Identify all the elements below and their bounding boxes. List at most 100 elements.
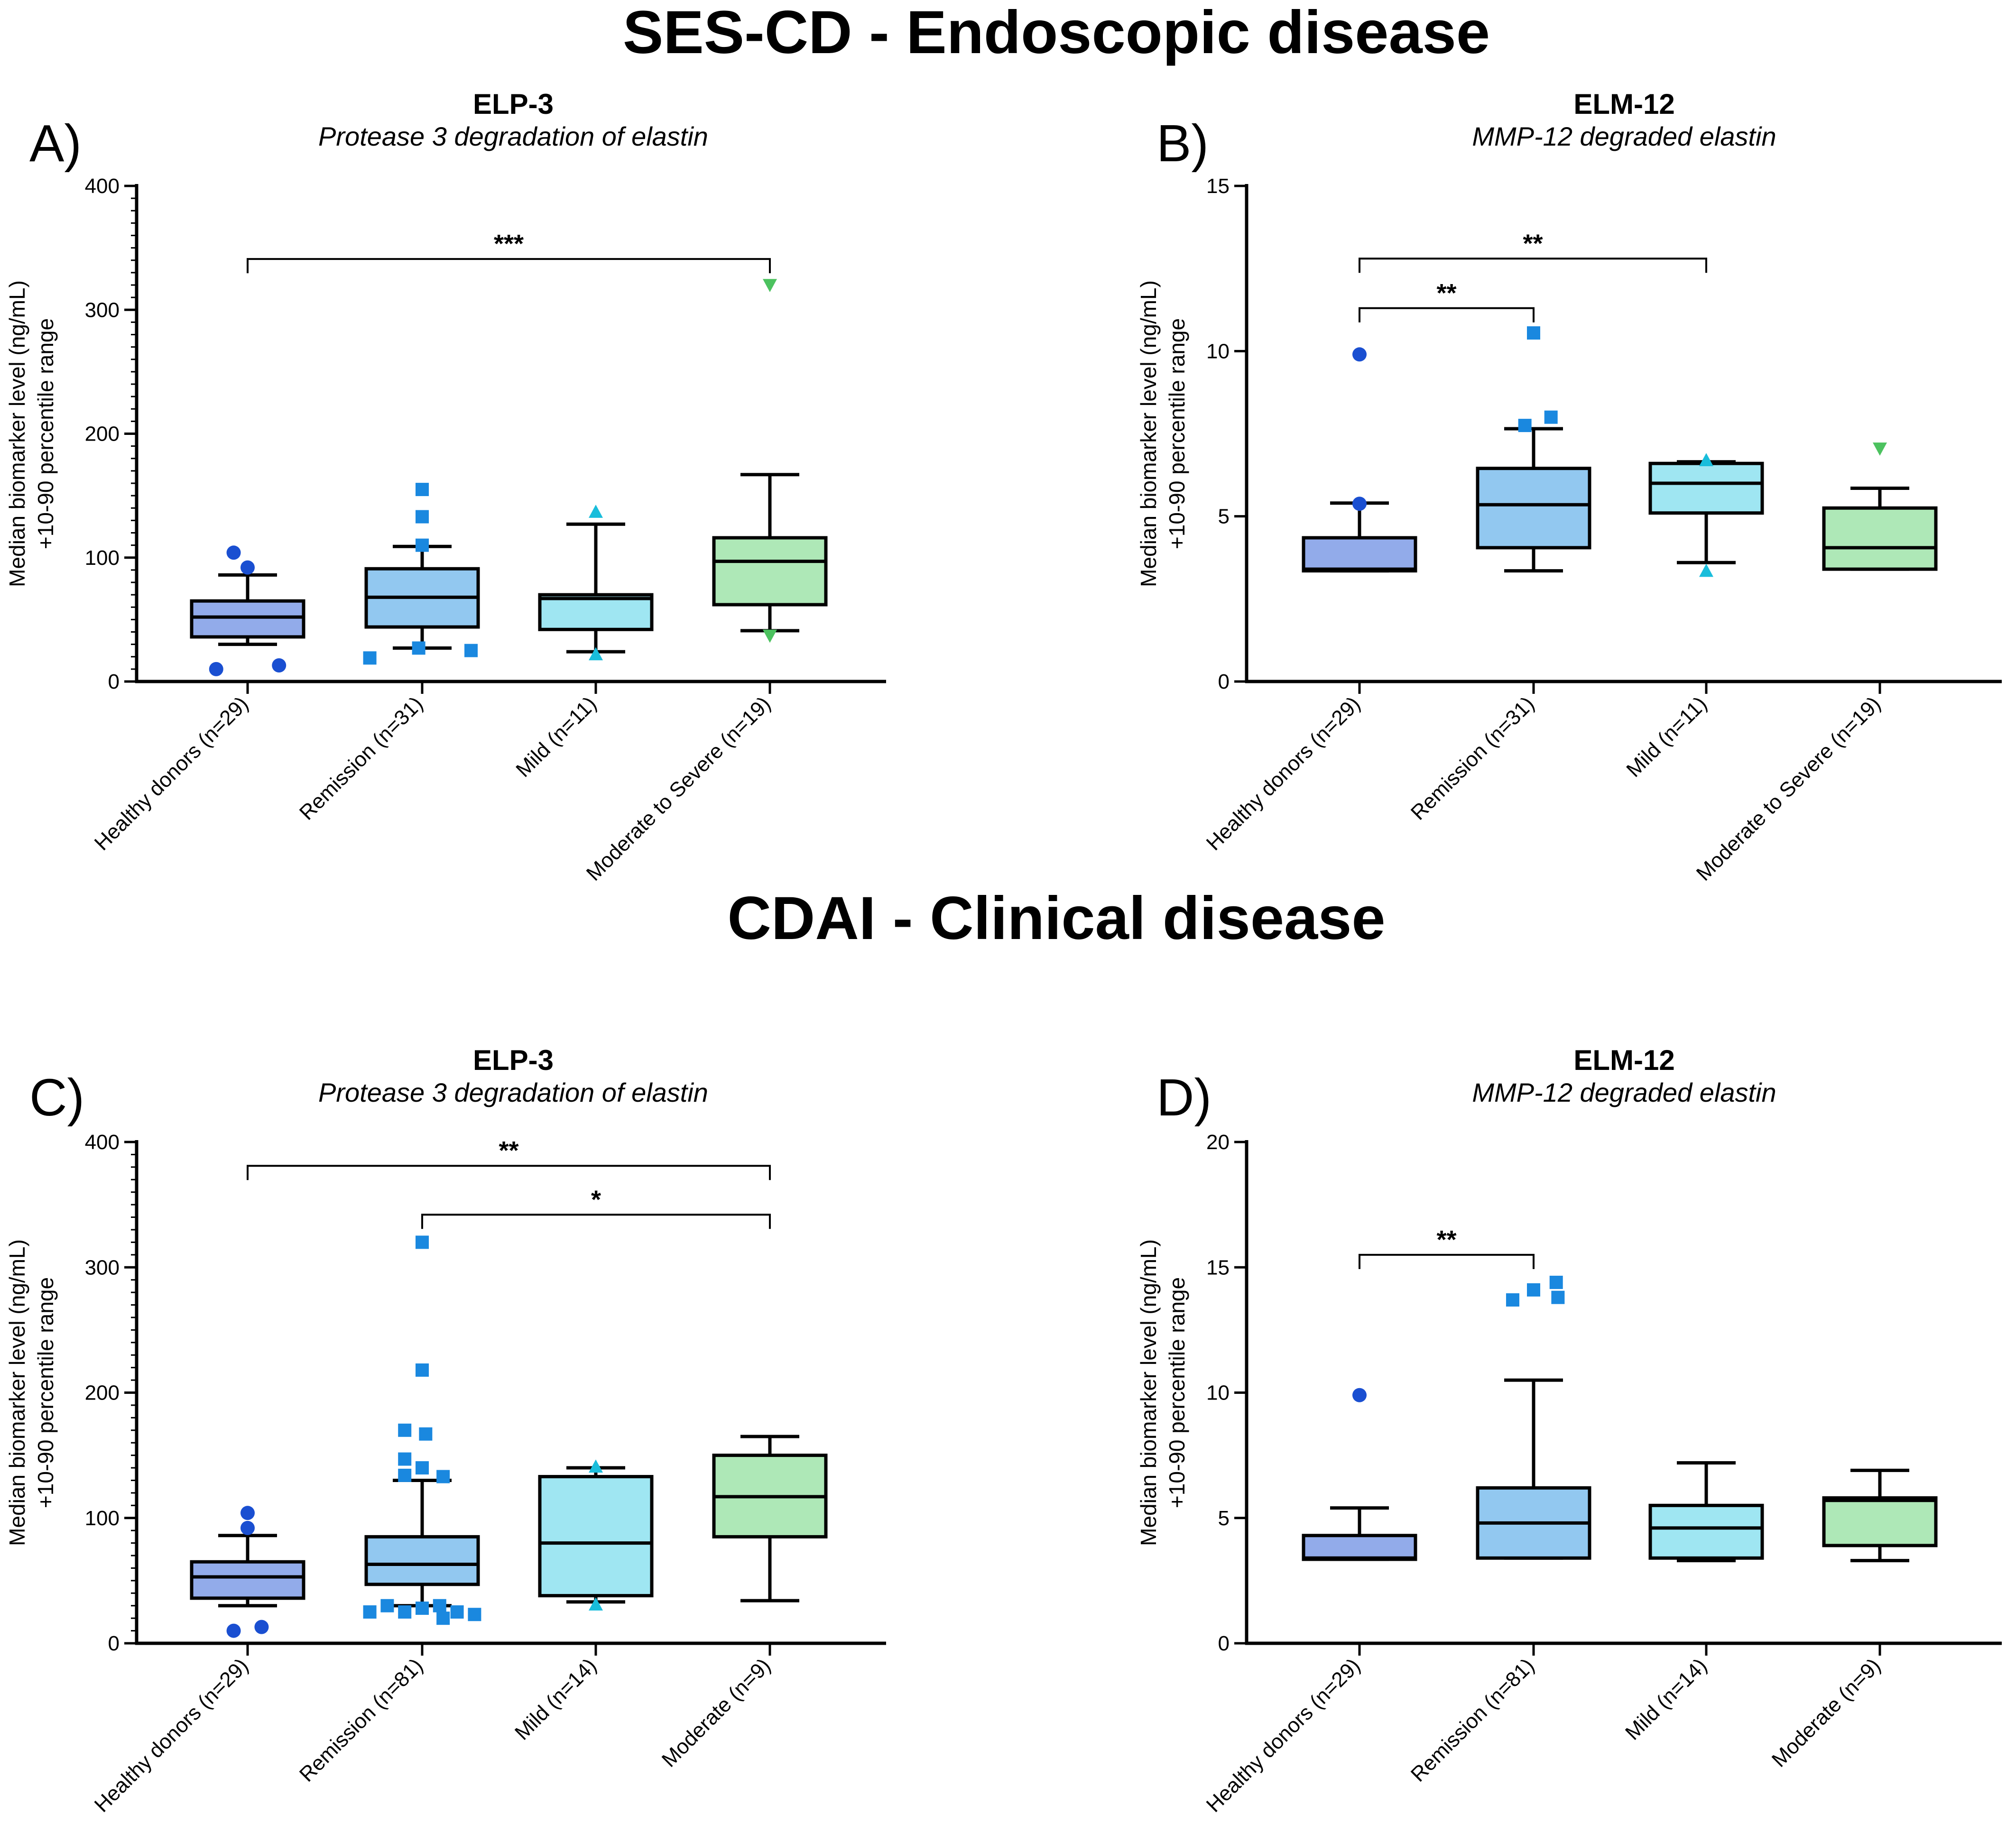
y-tick-label: 100 bbox=[85, 1507, 120, 1530]
outlier-point bbox=[272, 658, 287, 673]
x-category-label: Moderate (n=9) bbox=[1767, 1654, 1885, 1771]
y-axis-label: +10-90 percentile range bbox=[1165, 318, 1189, 549]
y-tick-label: 5 bbox=[1218, 1507, 1230, 1530]
significance-bracket: ** bbox=[247, 1136, 771, 1180]
box-iqr bbox=[190, 1560, 305, 1600]
box-iqr bbox=[364, 1535, 480, 1586]
box-iqr bbox=[1648, 1503, 1764, 1560]
x-category-label: Mild (n=14) bbox=[1621, 1654, 1711, 1744]
x-category-label: Healthy donors (n=29) bbox=[90, 1654, 253, 1816]
y-axis-label: Median biomarker level (ng/mL) bbox=[1136, 280, 1161, 587]
x-category-label: Remission (n=81) bbox=[1406, 1654, 1539, 1786]
box-group-3 bbox=[538, 505, 654, 661]
box-group-3 bbox=[1648, 1461, 1764, 1563]
outlier-point bbox=[363, 651, 377, 665]
box-group-3 bbox=[1648, 453, 1764, 577]
bracket-line bbox=[247, 1165, 771, 1180]
panel-subtitle: Protease 3 degradation of elastin bbox=[318, 121, 708, 151]
outlier-point bbox=[589, 1597, 603, 1611]
box-group-1 bbox=[1302, 347, 1417, 573]
outlier-point bbox=[1527, 326, 1540, 340]
box-iqr bbox=[538, 593, 654, 631]
x-category-label: Remission (n=81) bbox=[295, 1654, 427, 1786]
box-iqr bbox=[1302, 536, 1417, 573]
y-axis-label: Median biomarker level (ng/mL) bbox=[1136, 1239, 1161, 1546]
significance-label: ** bbox=[1436, 1225, 1456, 1254]
outlier-point bbox=[433, 1599, 446, 1612]
y-axis-label: +10-90 percentile range bbox=[1165, 1277, 1189, 1508]
significance-label: * bbox=[591, 1185, 601, 1214]
box-iqr bbox=[1476, 467, 1591, 550]
panel-title: ELP-3 bbox=[473, 88, 554, 120]
panel-letter: B) bbox=[1156, 114, 1209, 173]
outlier-point bbox=[226, 1623, 241, 1638]
y-tick-label: 0 bbox=[108, 670, 120, 693]
y-tick-label: 0 bbox=[108, 1632, 120, 1655]
y-tick-label: 15 bbox=[1206, 1256, 1230, 1279]
box-iqr bbox=[1822, 1496, 1938, 1547]
panel-subtitle: Protease 3 degradation of elastin bbox=[318, 1078, 708, 1107]
panel-title: ELM-12 bbox=[1573, 88, 1674, 120]
outlier-point bbox=[412, 641, 425, 655]
x-category-label: Moderate to Severe (n=19) bbox=[1692, 692, 1885, 885]
x-category-label: Healthy donors (n=29) bbox=[1202, 692, 1365, 855]
outlier-point bbox=[240, 1520, 255, 1535]
significance-bracket: ** bbox=[1359, 279, 1535, 322]
y-tick-label: 0 bbox=[1218, 670, 1230, 693]
panel-letter: D) bbox=[1156, 1068, 1211, 1127]
y-tick-label: 100 bbox=[85, 546, 120, 570]
y-tick-label: 300 bbox=[85, 298, 120, 322]
outlier-point bbox=[380, 1599, 394, 1612]
x-category-label: Mild (n=14) bbox=[510, 1654, 601, 1744]
significance-label: ** bbox=[1436, 279, 1456, 307]
outlier-point bbox=[1873, 442, 1887, 456]
x-category-label: Moderate to Severe (n=19) bbox=[582, 692, 775, 885]
y-axis-label: +10-90 percentile range bbox=[33, 1277, 58, 1508]
y-tick-label: 400 bbox=[85, 1131, 120, 1154]
significance-bracket: *** bbox=[247, 230, 771, 274]
significance-label: ** bbox=[1523, 229, 1543, 258]
outlier-point bbox=[419, 1427, 433, 1441]
outlier-point bbox=[1352, 347, 1367, 362]
outlier-point bbox=[1352, 497, 1367, 511]
outlier-point bbox=[589, 647, 603, 661]
significance-label: ** bbox=[499, 1136, 518, 1165]
outlier-point bbox=[1699, 453, 1713, 466]
outlier-point bbox=[1518, 419, 1532, 433]
x-category-label: Mild (n=11) bbox=[1622, 692, 1711, 782]
outlier-point bbox=[1506, 1293, 1519, 1307]
outlier-point bbox=[416, 1235, 429, 1249]
outlier-point bbox=[416, 510, 429, 524]
box-group-4 bbox=[1822, 442, 1938, 571]
bracket-line bbox=[1359, 307, 1535, 322]
outlier-point bbox=[468, 1608, 481, 1621]
y-tick-label: 0 bbox=[1218, 1632, 1230, 1655]
box-group-4 bbox=[712, 279, 828, 643]
y-axis-label: +10-90 percentile range bbox=[33, 318, 58, 549]
box-iqr bbox=[1302, 1534, 1417, 1561]
bracket-line bbox=[1359, 1253, 1535, 1269]
bracket-line bbox=[1359, 258, 1707, 273]
outlier-point bbox=[1352, 1388, 1367, 1402]
y-tick-label: 200 bbox=[85, 423, 120, 446]
outlier-point bbox=[1551, 1290, 1565, 1304]
outlier-point bbox=[450, 1605, 464, 1619]
bracket-line bbox=[421, 1214, 771, 1229]
outlier-point bbox=[589, 505, 603, 518]
significance-bracket: ** bbox=[1359, 1225, 1535, 1269]
panel-title: ELM-12 bbox=[1573, 1044, 1674, 1076]
outlier-point bbox=[254, 1620, 269, 1634]
y-tick-label: 200 bbox=[85, 1382, 120, 1405]
outlier-point bbox=[240, 1506, 255, 1520]
outlier-point bbox=[416, 1461, 429, 1475]
outlier-point bbox=[416, 1363, 429, 1377]
box-iqr bbox=[1822, 506, 1938, 571]
box-group-2 bbox=[363, 1235, 481, 1625]
box-group-1 bbox=[190, 1506, 305, 1638]
outlier-point bbox=[398, 1452, 412, 1466]
